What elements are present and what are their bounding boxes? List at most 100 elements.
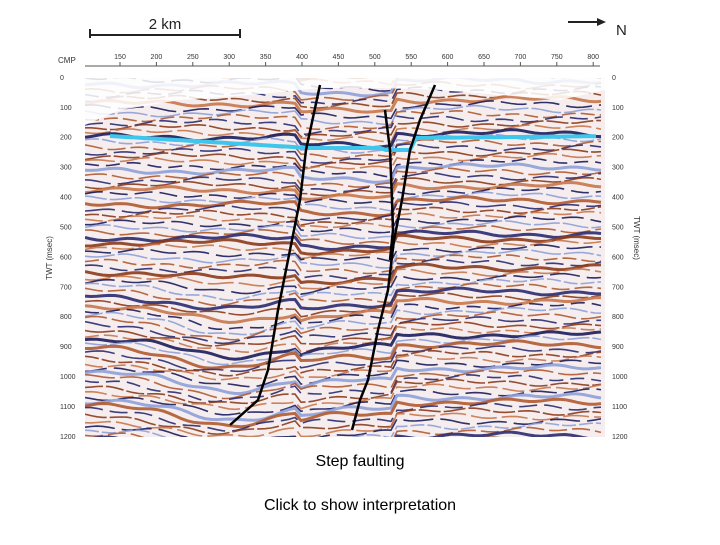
twt-tick-label-right: 500 (612, 224, 624, 231)
reflector (85, 180, 602, 201)
reflector (85, 115, 602, 136)
twt-tick-label-right: 100 (612, 105, 624, 112)
interpretation-link[interactable]: Click to show interpretation (264, 497, 456, 514)
reflector (85, 316, 601, 345)
reflector (85, 124, 602, 143)
reflector (85, 191, 602, 212)
reflector (85, 176, 602, 197)
faults (229, 84, 437, 431)
twt-tick-label-left: 200 (60, 135, 72, 142)
cmp-tick-label: 400 (296, 54, 308, 61)
reflector (85, 162, 602, 184)
cmp-label: CMP (58, 56, 76, 65)
reflector (85, 311, 602, 341)
reflector (85, 224, 602, 246)
reflector (85, 219, 602, 240)
cmp-tick-label: 800 (587, 54, 599, 61)
reflector (85, 345, 602, 373)
reflector (85, 296, 602, 325)
twt-label-right: TWT (msec) (632, 216, 641, 260)
twt-tick-label-left: 800 (60, 314, 72, 321)
cmp-tick-label: 650 (478, 54, 490, 61)
twt-tick-label-right: 400 (612, 195, 624, 202)
twt-tick-label-right: 1100 (612, 404, 627, 411)
reflector (85, 201, 602, 222)
horizon (109, 134, 597, 152)
twt-tick-label-right: 800 (612, 314, 624, 321)
reflector (85, 248, 602, 269)
twt-label-left: TWT (msec) (45, 236, 54, 280)
reflector (85, 272, 602, 295)
reflector (85, 186, 602, 204)
reflector (85, 128, 602, 150)
reflector (85, 119, 601, 138)
twt-tick-label-right: 300 (612, 165, 624, 172)
cmp-tick-label: 150 (114, 54, 126, 61)
cmp-tick-label: 350 (260, 54, 272, 61)
reflector (297, 78, 370, 82)
reflector (85, 233, 602, 256)
north-arrow: N (568, 18, 627, 39)
twt-tick-label-left: 900 (60, 344, 72, 351)
top-mask (85, 78, 605, 125)
reflector (85, 407, 602, 436)
reflector (85, 109, 602, 131)
twt-tick-label-right: 1200 (612, 434, 628, 441)
reflector (85, 369, 602, 400)
scale-bar: 2 km (89, 16, 241, 38)
twt-tick-label-left: 700 (60, 284, 72, 291)
reflector (85, 392, 602, 422)
reflector (85, 301, 602, 330)
reflector (85, 412, 602, 437)
twt-tick-label-left: 400 (60, 195, 72, 202)
reflector (85, 306, 602, 336)
reflector (85, 95, 602, 114)
reflector (85, 157, 602, 178)
reflector (85, 349, 602, 377)
cmp-tick-label: 300 (223, 54, 235, 61)
reflector (85, 100, 602, 120)
scale-label: 2 km (149, 16, 182, 33)
twt-tick-label-right: 1000 (612, 374, 628, 381)
reflector (85, 282, 602, 307)
twt-tick-label-left: 0 (60, 75, 64, 82)
cmp-tick-label: 200 (151, 54, 163, 61)
north-label: N (616, 22, 627, 39)
twt-tick-label-right: 900 (612, 344, 624, 351)
reflector (85, 359, 602, 388)
reflector (85, 195, 602, 218)
cmp-tick-label: 250 (187, 54, 199, 61)
reflector (85, 268, 602, 290)
reflector (85, 422, 602, 437)
reflector (85, 278, 602, 302)
twt-tick-label-right: 0 (612, 75, 616, 82)
twt-tick-label-right: 700 (612, 284, 624, 291)
twt-tick-label-right: 600 (612, 254, 624, 261)
reflector (85, 172, 602, 193)
reflector (85, 215, 602, 234)
caption: Step faulting (316, 453, 405, 470)
cmp-tick-label: 750 (551, 54, 563, 61)
reflector (85, 397, 602, 429)
reflector (85, 292, 602, 318)
reflector (85, 286, 602, 311)
reflector (85, 339, 602, 370)
reflector (85, 239, 602, 260)
reflector (85, 243, 602, 263)
reflector (85, 354, 602, 381)
reflector (85, 418, 602, 437)
reflector (85, 378, 602, 405)
reflector (85, 402, 602, 433)
cmp-tick-label: 550 (405, 54, 417, 61)
cmp-tick-label: 600 (442, 54, 454, 61)
twt-tick-label-left: 300 (60, 165, 72, 172)
reflector (85, 321, 602, 347)
reflector (85, 254, 602, 275)
reflector (85, 258, 602, 280)
twt-tick-label-right: 200 (612, 135, 624, 142)
twt-tick-label-left: 500 (60, 224, 72, 231)
reflector (85, 167, 602, 188)
reflector (85, 373, 602, 403)
reflector (85, 143, 602, 164)
